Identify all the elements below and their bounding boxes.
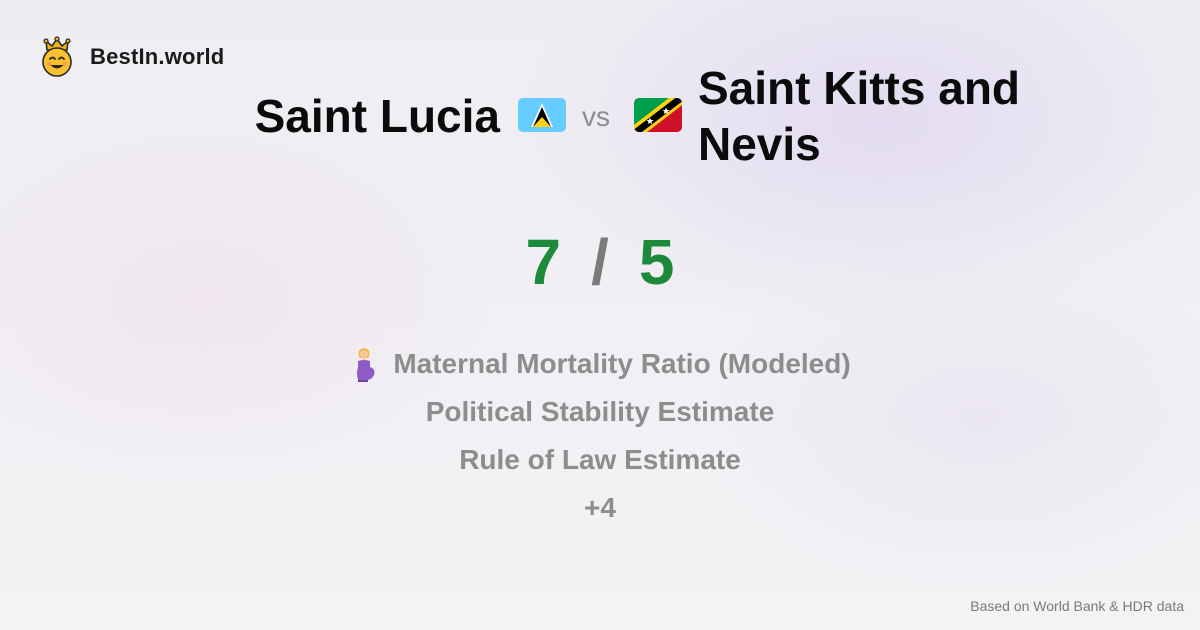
- country-a-name: Saint Lucia: [254, 90, 500, 142]
- brand-name: BestIn.world: [90, 44, 225, 69]
- brand[interactable]: BestIn.world: [38, 36, 224, 78]
- metric-label: Maternal Mortality Ratio (Modeled): [393, 348, 851, 379]
- metric-political-stability: Political Stability Estimate: [0, 394, 1200, 430]
- pregnant-woman-icon: [357, 348, 375, 382]
- metric-label: Rule of Law Estimate: [459, 444, 741, 475]
- metric-rule-of-law: Rule of Law Estimate: [0, 442, 1200, 478]
- score-separator: /: [591, 226, 609, 298]
- metric-label: Political Stability Estimate: [425, 396, 775, 427]
- score-b: 5: [638, 226, 675, 298]
- country-b-name: Saint Kitts and Nevis: [698, 62, 1021, 170]
- metric-label: +4: [584, 492, 616, 523]
- saint-lucia-flag-icon: [518, 98, 566, 132]
- metric-maternal-mortality: Maternal Mortality Ratio (Modeled): [0, 346, 1200, 382]
- vs-label: vs: [582, 101, 610, 132]
- data-source-note: Based on World Bank & HDR data: [970, 598, 1184, 614]
- score-a: 7: [525, 226, 562, 298]
- metric-more-count: +4: [0, 490, 1200, 526]
- saint-kitts-and-nevis-flag-icon: [634, 98, 682, 132]
- score: 7 / 5: [0, 222, 1200, 302]
- crown-smiley-icon: [42, 36, 72, 77]
